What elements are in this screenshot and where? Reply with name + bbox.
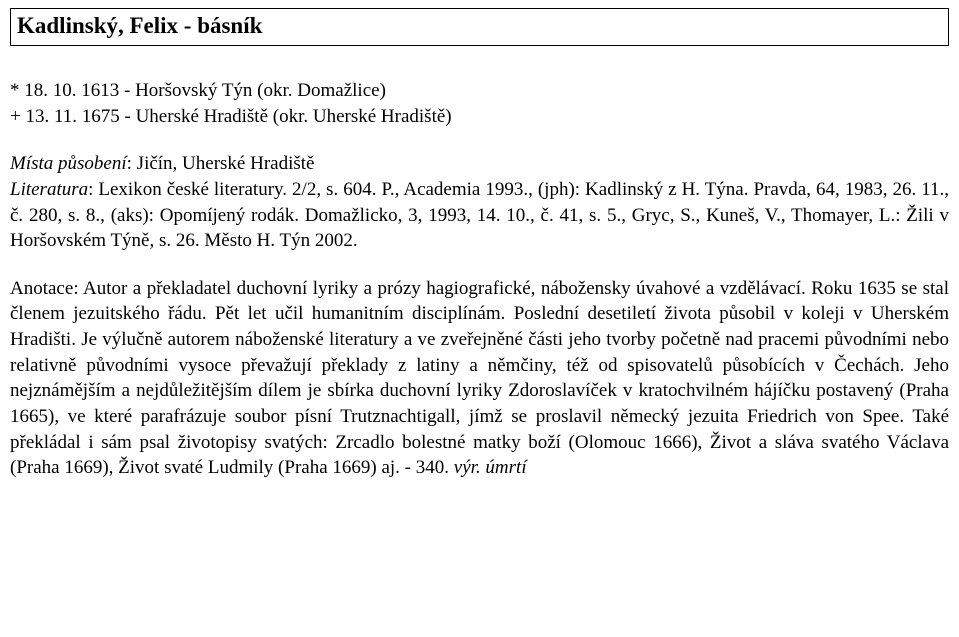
places-value: : Jičín, Uherské Hradiště <box>127 153 315 174</box>
annotation-trail-1: výr. <box>454 457 486 478</box>
places-label: Místa působení <box>10 153 127 174</box>
meta-block: Místa působení: Jičín, Uherské Hradiště … <box>10 151 949 254</box>
death-line: + 13. 11. 1675 - Uherské Hradiště (okr. … <box>10 104 949 130</box>
literature-label: Literatura <box>10 179 88 200</box>
annotation-body: : Autor a překladatel duchovní lyriky a … <box>10 278 949 478</box>
annotation-block: Anotace: Autor a překladatel duchovní ly… <box>10 276 949 481</box>
document-page: Kadlinský, Felix - básník * 18. 10. 1613… <box>0 0 959 481</box>
page-title: Kadlinský, Felix - básník <box>17 13 262 38</box>
birth-line: * 18. 10. 1613 - Horšovský Týn (okr. Dom… <box>10 78 949 104</box>
annotation-label: Anotace <box>10 278 73 299</box>
title-box: Kadlinský, Felix - básník <box>10 8 949 46</box>
dates-block: * 18. 10. 1613 - Horšovský Týn (okr. Dom… <box>10 78 949 129</box>
annotation-trail-2: úmrtí <box>485 457 526 478</box>
literature-value: : Lexikon české literatury. 2/2, s. 604.… <box>10 179 949 251</box>
